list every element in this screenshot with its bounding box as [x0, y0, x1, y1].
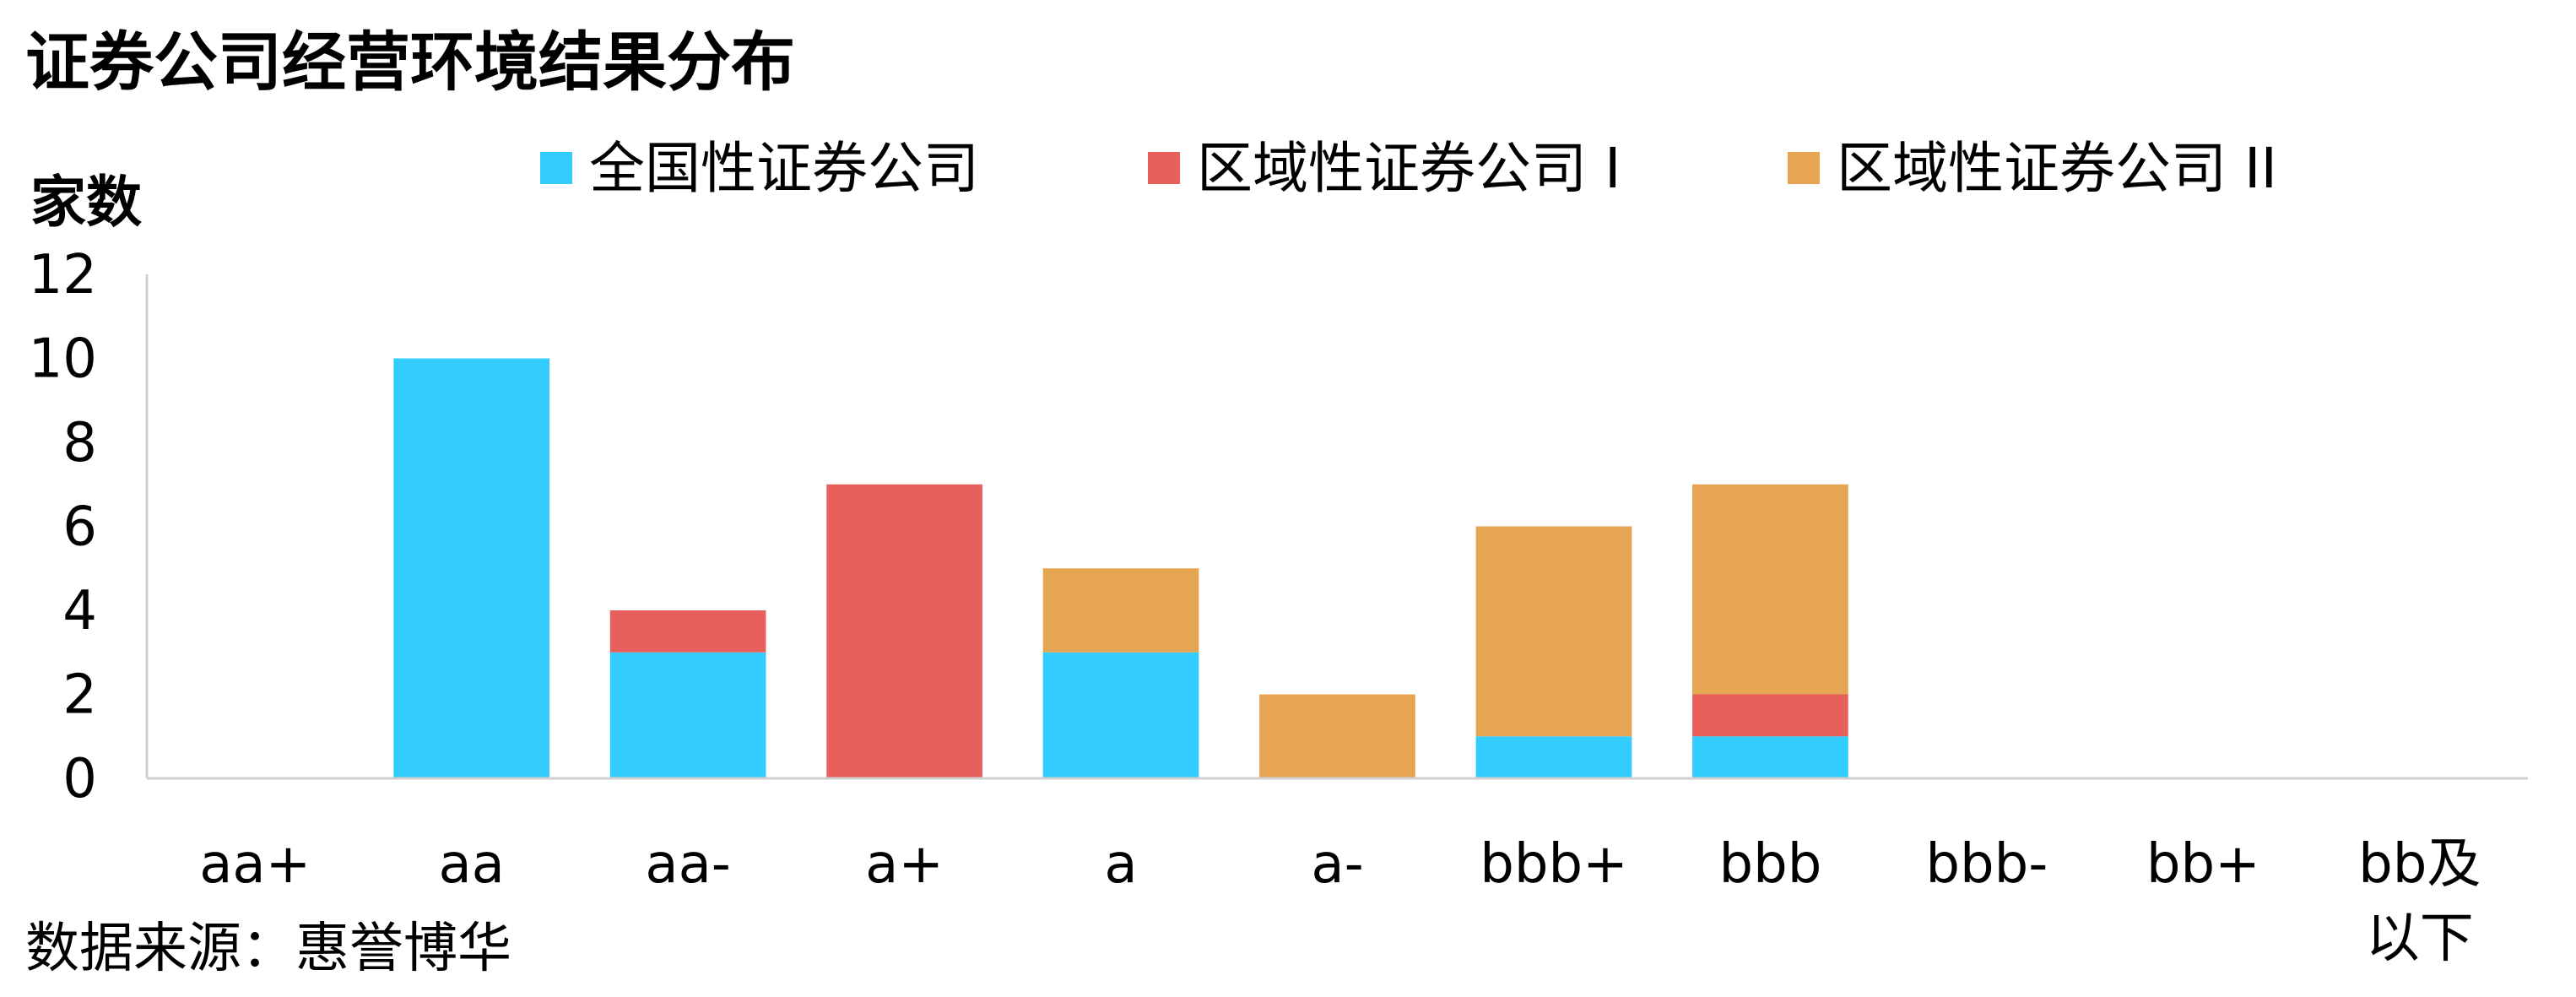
- bar-segment-series-1-a+: [826, 484, 982, 778]
- legend-swatch: [540, 152, 572, 184]
- bar-segment-series-0-aa-: [609, 652, 766, 778]
- x-tick-label: bbb-: [1925, 833, 2048, 896]
- y-tick-label: 4: [62, 580, 97, 642]
- y-tick-label: 10: [29, 328, 97, 391]
- x-tick-label: bb及以下: [2358, 833, 2481, 970]
- x-tick-label: a: [1104, 833, 1137, 896]
- bar-segment-series-0-bbb: [1692, 736, 1848, 778]
- bar-segment-series-2-a: [1042, 568, 1199, 653]
- x-tick-label: aa: [438, 833, 504, 896]
- legend-swatch: [1788, 152, 1820, 184]
- x-axis-ticks: aa+ aa aa-a+ a a-bbb+ bbb bbb-bb+ bb及以下: [199, 833, 2481, 970]
- legend-label: 区域性证券公司 II: [1837, 136, 2277, 201]
- bar-segment-series-2-bbb: [1692, 484, 1848, 695]
- bar-segment-series-0-aa: [393, 358, 550, 778]
- bar-segment-series-2-bbb+: [1475, 526, 1632, 737]
- y-tick-label: 8: [62, 412, 97, 474]
- x-tick-label: bb+: [2146, 833, 2260, 896]
- bar-segment-series-1-aa-: [609, 610, 766, 653]
- legend-label: 全国性证券公司: [589, 136, 979, 201]
- bar-segment-series-2-a-: [1259, 694, 1415, 778]
- x-tick-label: aa+: [199, 833, 311, 896]
- bar-segment-series-1-bbb: [1692, 694, 1848, 737]
- data-source: 数据来源：惠誉博华: [25, 918, 511, 980]
- y-tick-label: 6: [62, 496, 97, 559]
- bar-segment-series-0-a: [1042, 652, 1199, 778]
- legend: 全国性证券公司 区域性证券公司 I 区域性证券公司 II: [540, 136, 2277, 201]
- x-tick-label: aa-: [645, 833, 731, 896]
- y-tick-label: 12: [29, 244, 97, 306]
- x-tick-label: bbb+: [1480, 833, 1628, 896]
- legend-label: 区域性证券公司 I: [1197, 136, 1621, 201]
- chart-title: 证券公司经营环境结果分布: [25, 24, 795, 100]
- bars: [393, 358, 1848, 778]
- x-tick-label: bbb: [1718, 833, 1821, 896]
- y-axis-label: 家数: [30, 170, 142, 235]
- y-axis-ticks: 0 2 4 6 8 10 12: [29, 244, 97, 810]
- y-tick-label: 0: [62, 748, 97, 810]
- x-tick-label: a-: [1311, 833, 1363, 896]
- y-tick-label: 2: [62, 664, 97, 727]
- legend-swatch: [1148, 152, 1180, 184]
- x-tick-label: a+: [865, 833, 944, 896]
- bar-segment-series-0-bbb+: [1475, 736, 1632, 778]
